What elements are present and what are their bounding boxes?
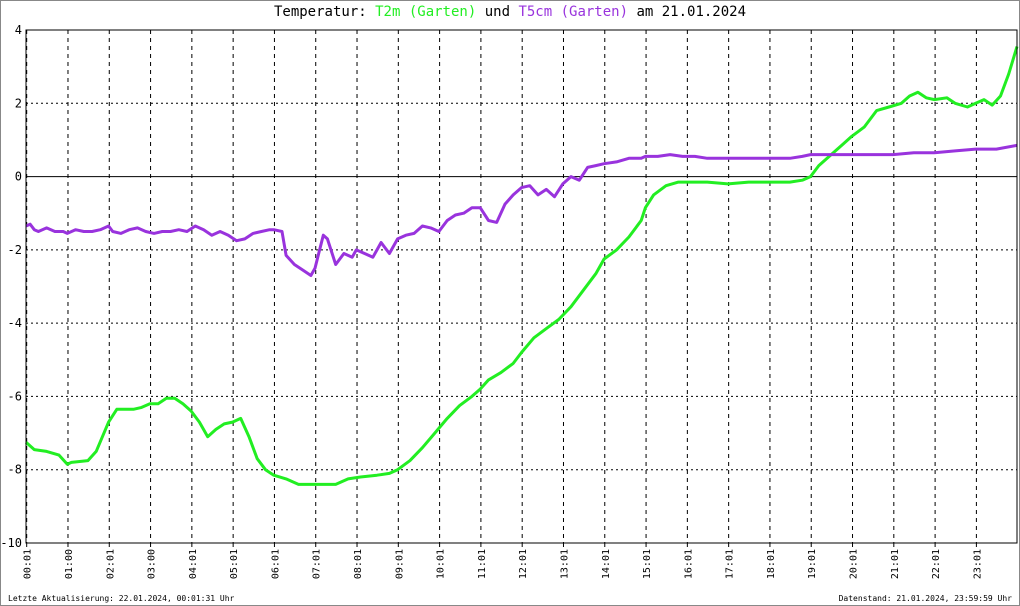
x-tick-label: 04:01: [188, 549, 199, 579]
x-tick-label: 14:01: [601, 549, 612, 579]
y-tick-label: -6: [8, 389, 22, 403]
y-tick-label: -2: [8, 243, 22, 257]
x-tick-label: 16:01: [683, 549, 694, 579]
x-tick-label: 19:01: [807, 549, 818, 579]
x-tick-label: 03:00: [147, 549, 158, 579]
x-axis-ticks: 00:01 01:00 02:01 03:00 04:01 05:01 06:01 07:01…: [23, 543, 983, 579]
y-tick-label: 4: [15, 23, 22, 37]
title-series2: T5cm (Garten): [518, 4, 629, 20]
title-series1: T2m (Garten): [375, 4, 477, 20]
x-tick-label: 15:01: [642, 549, 653, 579]
x-tick-label: 18:01: [766, 549, 777, 579]
x-tick-label: 05:01: [229, 549, 240, 579]
x-tick-label: 21:01: [890, 549, 901, 579]
x-tick-label: 00:01: [23, 549, 34, 579]
chart-grid: [26, 29, 1017, 544]
x-tick-label: 10:01: [436, 549, 447, 579]
y-axis-ticks: 4 2 0 -2 -4 -6 -8 -10: [0, 23, 22, 550]
series-lines: [25, 46, 1019, 486]
y-tick-label: 0: [15, 170, 22, 184]
last-update-text: Letzte Aktualisierung: 22.01.2024, 00:01…: [8, 594, 235, 603]
plot-border: [25, 29, 1018, 544]
x-tick-label: 07:01: [312, 549, 323, 579]
x-tick-label: 01:00: [64, 549, 75, 579]
data-status-text: Datenstand: 21.01.2024, 23:59:59 Uhr: [838, 594, 1012, 603]
x-tick-label: 02:01: [105, 549, 116, 579]
x-tick-label: 13:01: [559, 549, 570, 579]
x-tick-label: 17:01: [725, 549, 736, 579]
x-tick-label: 20:01: [849, 549, 860, 579]
x-tick-label: 09:01: [394, 549, 405, 579]
y-tick-label: 2: [15, 96, 22, 110]
x-tick-label: 06:01: [270, 549, 281, 579]
y-tick-label: -8: [8, 463, 22, 477]
series-t5cm-line: [25, 143, 1018, 277]
x-tick-label: 23:01: [972, 549, 983, 579]
title-prefix: Temperatur:: [273, 4, 376, 20]
chart-title: Temperatur: T2m (Garten) und T5cm (Garte…: [0, 4, 1020, 20]
y-tick-label: -10: [0, 536, 22, 550]
x-tick-label: 12:01: [518, 549, 529, 579]
x-tick-label: 08:01: [353, 549, 364, 579]
y-tick-label: -4: [8, 316, 22, 330]
title-suffix: am 21.01.2024: [628, 4, 747, 20]
series-t2m-line: [25, 46, 1019, 486]
x-tick-label: 11:01: [477, 549, 488, 579]
title-middle: und: [476, 4, 519, 20]
x-tick-label: 22:01: [931, 549, 942, 579]
